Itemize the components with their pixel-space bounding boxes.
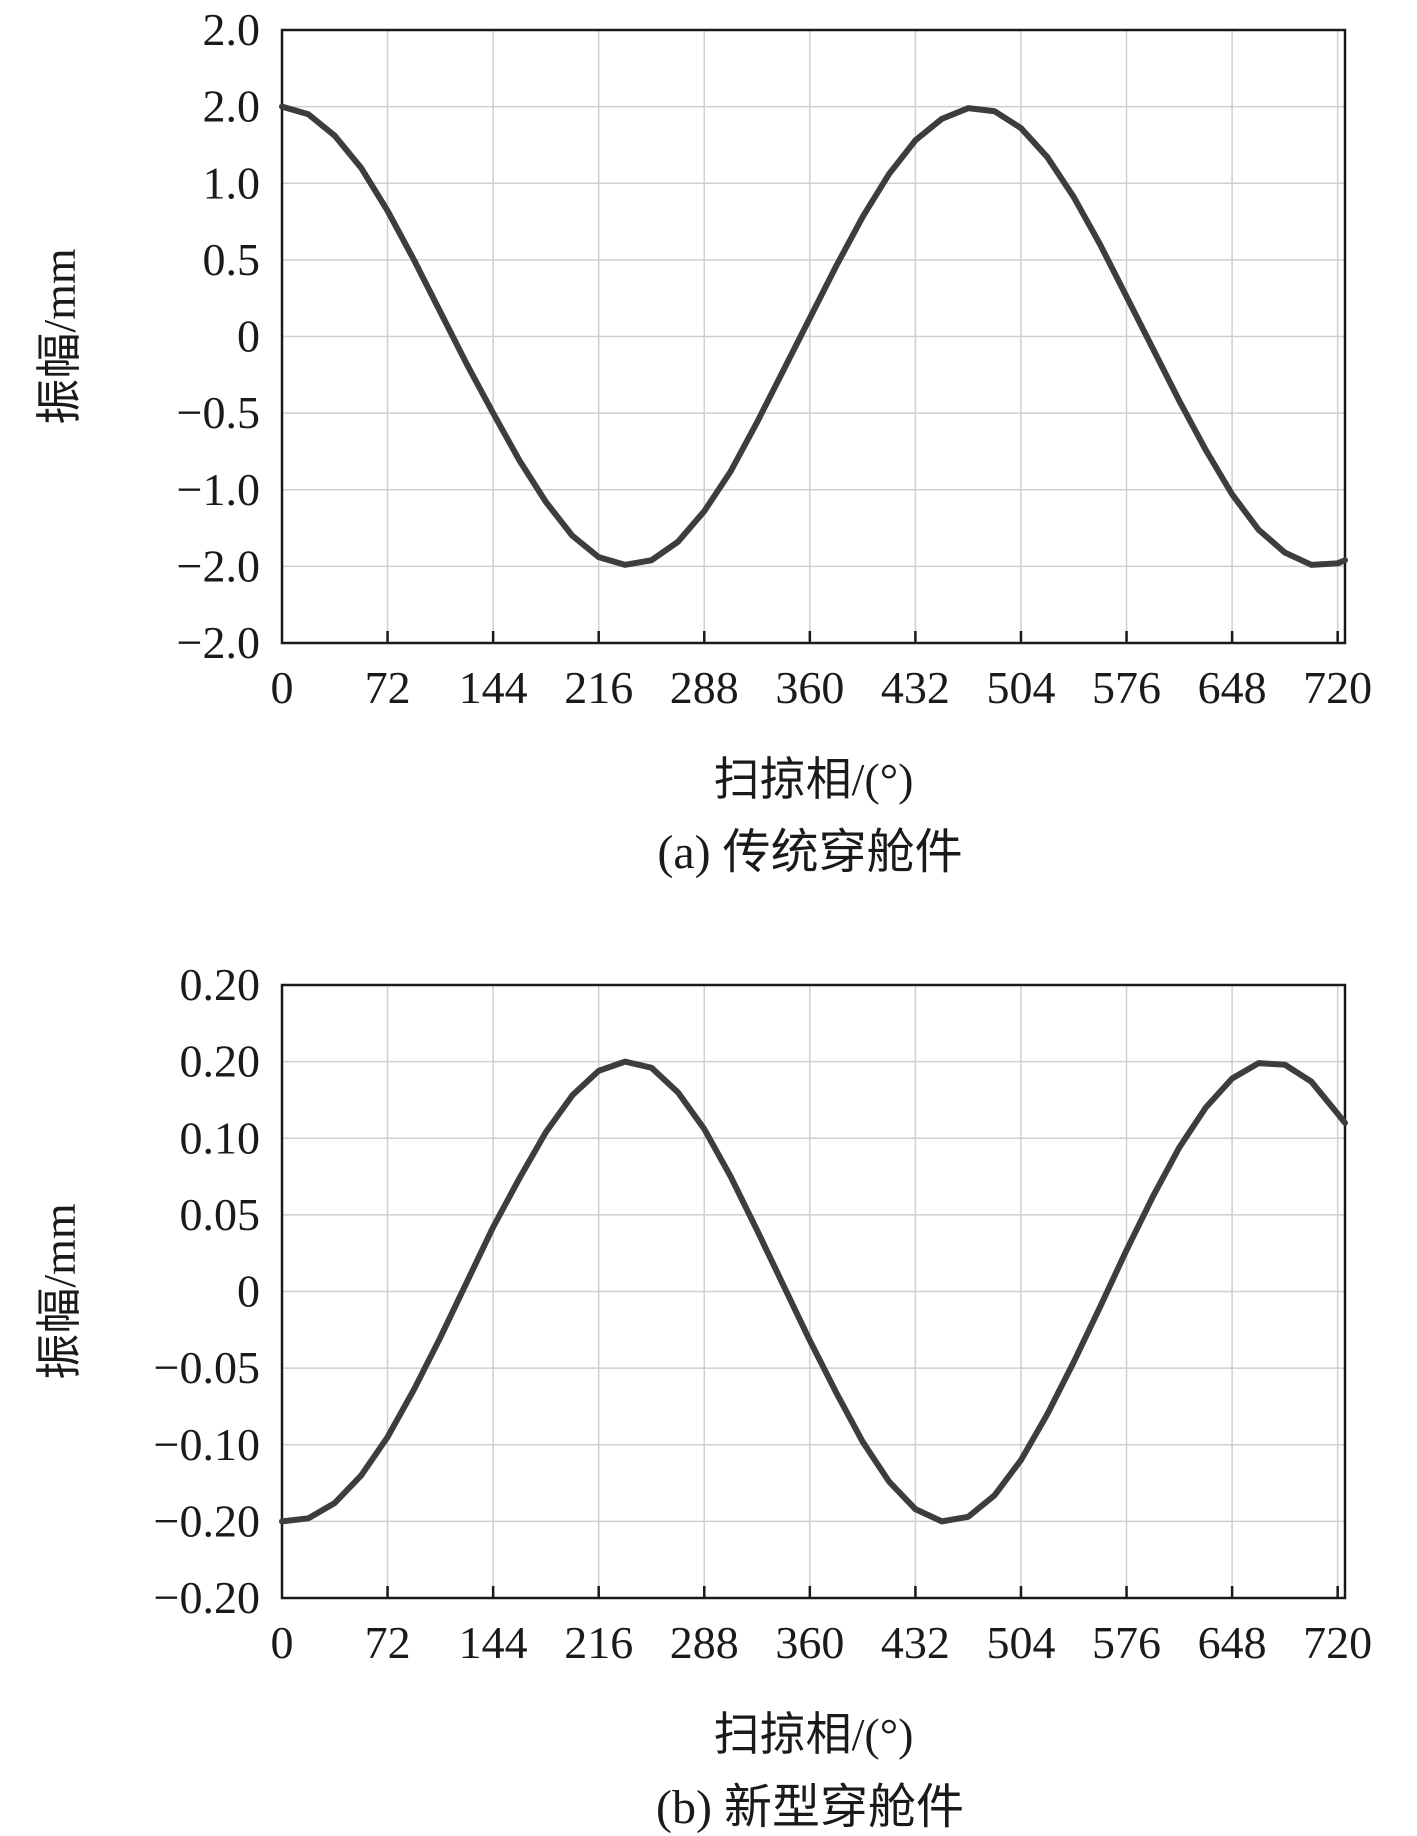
chart-panel-a: 2.02.01.00.50−0.5−1.0−2.0−2.00 72 144 216 28… (34, 4, 1372, 879)
x-tick-label: 576 (1092, 1617, 1161, 1668)
y-tick-label: −2.0 (177, 617, 260, 668)
y-tick-label: 0 (237, 311, 260, 362)
y-tick-label: 0.20 (180, 1036, 261, 1087)
plot-frame (280, 28, 1347, 645)
series-line (279, 1058, 1348, 1525)
series-line (279, 103, 1348, 568)
y-tick-label: −0.10 (154, 1419, 260, 1470)
x-tick-label: 72 (365, 1617, 411, 1668)
x-tick-label: 360 (775, 1617, 844, 1668)
chart-caption: (a) 传统穿舱件 (657, 826, 962, 879)
x-tick-label: 432 (881, 1617, 950, 1668)
y-tick-label: −1.0 (177, 464, 260, 515)
y-tick-label: 1.0 (203, 157, 261, 208)
y-axis-label: 振幅/mm (34, 1203, 85, 1380)
x-tick-label: 0 (271, 1617, 294, 1668)
x-tick-label: 288 (670, 1617, 739, 1668)
y-tick-label: 0.10 (180, 1112, 261, 1163)
x-tick-label: 576 (1092, 662, 1161, 713)
x-tick-label: 648 (1198, 1617, 1267, 1668)
x-tick-label: 144 (459, 1617, 528, 1668)
plot-frame (280, 983, 1347, 1600)
y-tick-label: 0.5 (203, 234, 261, 285)
x-tick-label: 720 (1303, 662, 1372, 713)
x-tick-label: 288 (670, 662, 739, 713)
x-tick-label: 72 (365, 662, 411, 713)
chart-caption: (b) 新型穿舱件 (656, 1781, 964, 1834)
x-tick-label: 720 (1303, 1617, 1372, 1668)
y-tick-label: −0.5 (177, 387, 260, 438)
x-tick-label: 0 (271, 662, 294, 713)
y-tick-label: −0.20 (154, 1495, 260, 1546)
x-tick-label: 504 (986, 1617, 1055, 1668)
x-axis-label: 扫掠相/(°) (714, 1709, 914, 1760)
x-tick-label: 648 (1198, 662, 1267, 713)
y-tick-label: 2.0 (203, 81, 261, 132)
y-tick-label: −2.0 (177, 540, 260, 591)
y-tick-label: −0.20 (154, 1572, 260, 1623)
y-tick-label: 0 (237, 1266, 260, 1317)
y-tick-label: 0.20 (180, 959, 261, 1010)
x-tick-label: 432 (881, 662, 950, 713)
y-tick-label: 0.05 (180, 1189, 261, 1240)
x-tick-label: 504 (986, 662, 1055, 713)
x-axis-label: 扫掠相/(°) (714, 754, 914, 805)
y-tick-label: 2.0 (203, 4, 261, 55)
chart-panel-b: 0.200.200.100.050−0.05−0.10−0.20−0.200 72… (34, 959, 1372, 1834)
x-tick-label: 216 (564, 662, 633, 713)
y-tick-label: −0.05 (154, 1342, 260, 1393)
x-tick-label: 216 (564, 1617, 633, 1668)
x-tick-label: 360 (775, 662, 844, 713)
x-tick-label: 144 (459, 662, 528, 713)
y-axis-label: 振幅/mm (34, 248, 85, 425)
